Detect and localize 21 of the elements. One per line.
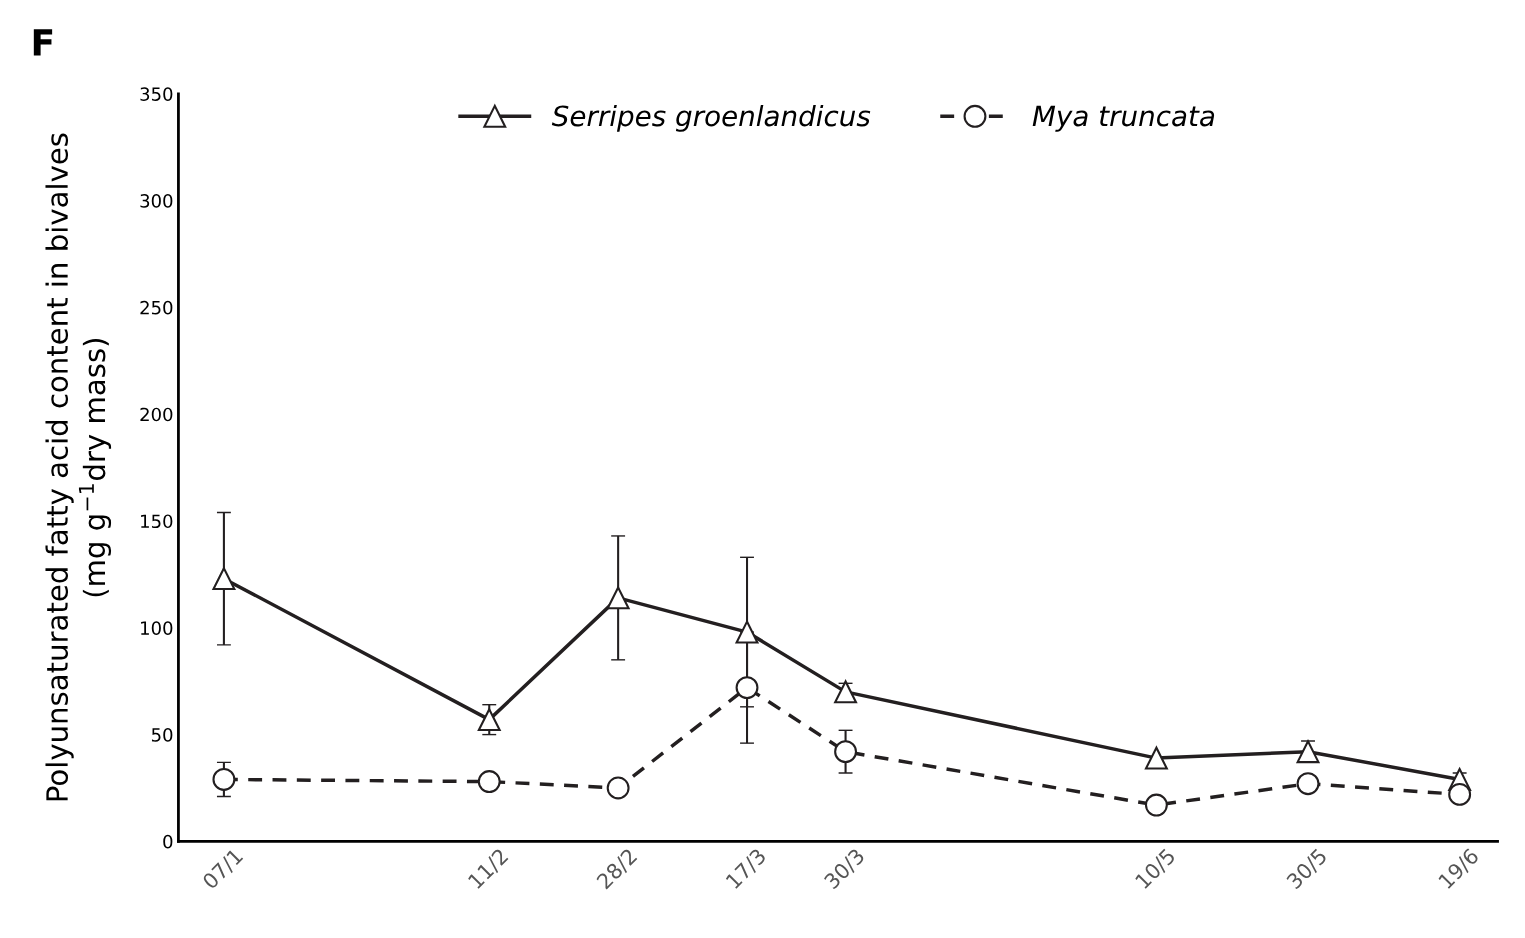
y-tick-label: 0 [163, 834, 173, 849]
point [1296, 740, 1320, 764]
point [477, 770, 501, 794]
point [212, 767, 236, 791]
y-tick-label: 250 [140, 300, 173, 315]
y-tick-label: 300 [140, 194, 173, 208]
point [477, 708, 501, 732]
y-tick-label: 50 [151, 728, 173, 742]
point [1144, 793, 1168, 817]
y-tick-label: 150 [141, 514, 173, 529]
y-tick-label: 100 [141, 621, 173, 635]
y-axis-title: Polyunsaturated fatty acid content in bivalves (mg g$^{−1}$dry mass) [45, 133, 112, 801]
y-tick-label: 200 [140, 407, 173, 422]
legend-label: Serripes groenlandicus [551, 104, 871, 132]
legend-label: Mya truncata [1032, 105, 1215, 132]
point [1144, 746, 1168, 770]
point [1296, 772, 1320, 796]
chart-title: F [33, 29, 53, 56]
y-tick-label: 350 [140, 87, 173, 101]
point [212, 567, 236, 591]
point [1448, 782, 1472, 806]
